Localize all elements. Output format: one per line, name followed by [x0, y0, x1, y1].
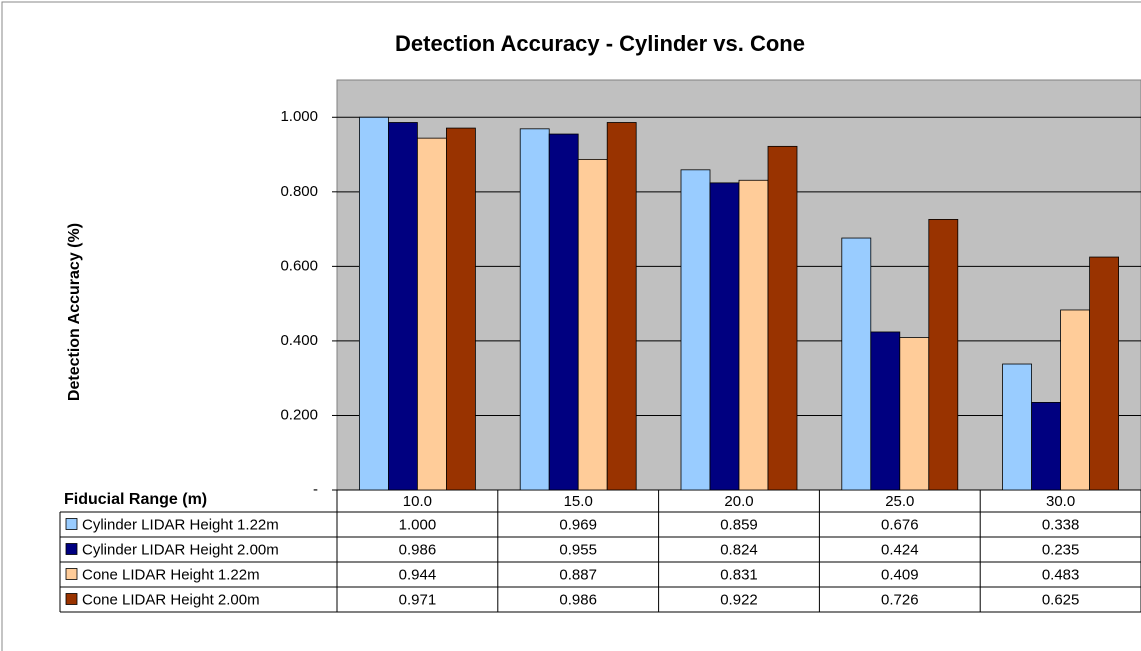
table-value: 0.955 [559, 541, 597, 558]
bar [1060, 309, 1090, 491]
table-value: 0.625 [1042, 591, 1080, 608]
bar [680, 169, 711, 491]
legend-swatch [65, 593, 78, 605]
x-tick-label: 20.0 [724, 493, 753, 510]
y-tick-label: 1.000 [280, 108, 318, 125]
bar [548, 133, 579, 491]
table-value: 0.676 [881, 516, 919, 533]
table-value: 0.235 [1042, 541, 1080, 558]
y-axis-label: Detection Accuracy (%) [66, 223, 83, 401]
legend-swatch [65, 518, 78, 530]
y-tick-label: - [313, 481, 318, 498]
y-tick-label: 0.800 [280, 183, 318, 200]
bar [445, 127, 476, 491]
table-value: 0.824 [720, 541, 758, 558]
bar [387, 122, 418, 491]
bar [709, 182, 740, 491]
table-value: 0.944 [399, 566, 437, 583]
bar [606, 122, 637, 491]
bar [928, 218, 959, 491]
legend-swatch [65, 543, 78, 555]
table-value: 0.424 [881, 541, 919, 558]
legend-label: Cylinder LIDAR Height 2.00m [82, 541, 279, 558]
bar [416, 137, 447, 491]
table-value: 0.483 [1042, 566, 1080, 583]
table-value: 0.859 [720, 516, 758, 533]
legend-swatch [65, 568, 78, 580]
bar [841, 237, 872, 491]
table-value: 0.726 [881, 591, 919, 608]
x-tick-label: 25.0 [885, 493, 914, 510]
x-tick-label: 10.0 [403, 493, 432, 510]
table-value: 0.409 [881, 566, 919, 583]
bar [870, 331, 901, 491]
bar [358, 116, 389, 491]
y-tick-label: 0.400 [280, 332, 318, 349]
x-axis-label: Fiducial Range (m) [64, 491, 207, 508]
bar [738, 179, 769, 491]
bar [1089, 256, 1119, 491]
bar [1031, 402, 1061, 491]
legend-label: Cylinder LIDAR Height 1.22m [82, 516, 279, 533]
bar [767, 145, 798, 491]
table-value: 0.986 [399, 541, 437, 558]
x-tick-label: 15.0 [564, 493, 593, 510]
table-value: 0.831 [720, 566, 758, 583]
legend-label: Cone LIDAR Height 2.00m [82, 591, 260, 608]
bar [519, 128, 550, 491]
chart-title: Detection Accuracy - Cylinder vs. Cone [395, 31, 805, 56]
bar [899, 337, 930, 491]
table-value: 0.338 [1042, 516, 1080, 533]
y-tick-label: 0.200 [280, 406, 318, 423]
table-value: 0.969 [559, 516, 597, 533]
table-value: 0.986 [559, 591, 597, 608]
y-tick-label: 0.600 [280, 257, 318, 274]
table-value: 0.971 [399, 591, 437, 608]
bar [1002, 363, 1032, 491]
table-value: 0.887 [559, 566, 597, 583]
legend-label: Cone LIDAR Height 1.22m [82, 566, 260, 583]
x-tick-label: 30.0 [1046, 493, 1075, 510]
table-value: 0.922 [720, 591, 758, 608]
table-value: 1.000 [399, 516, 437, 533]
bar [577, 158, 608, 491]
